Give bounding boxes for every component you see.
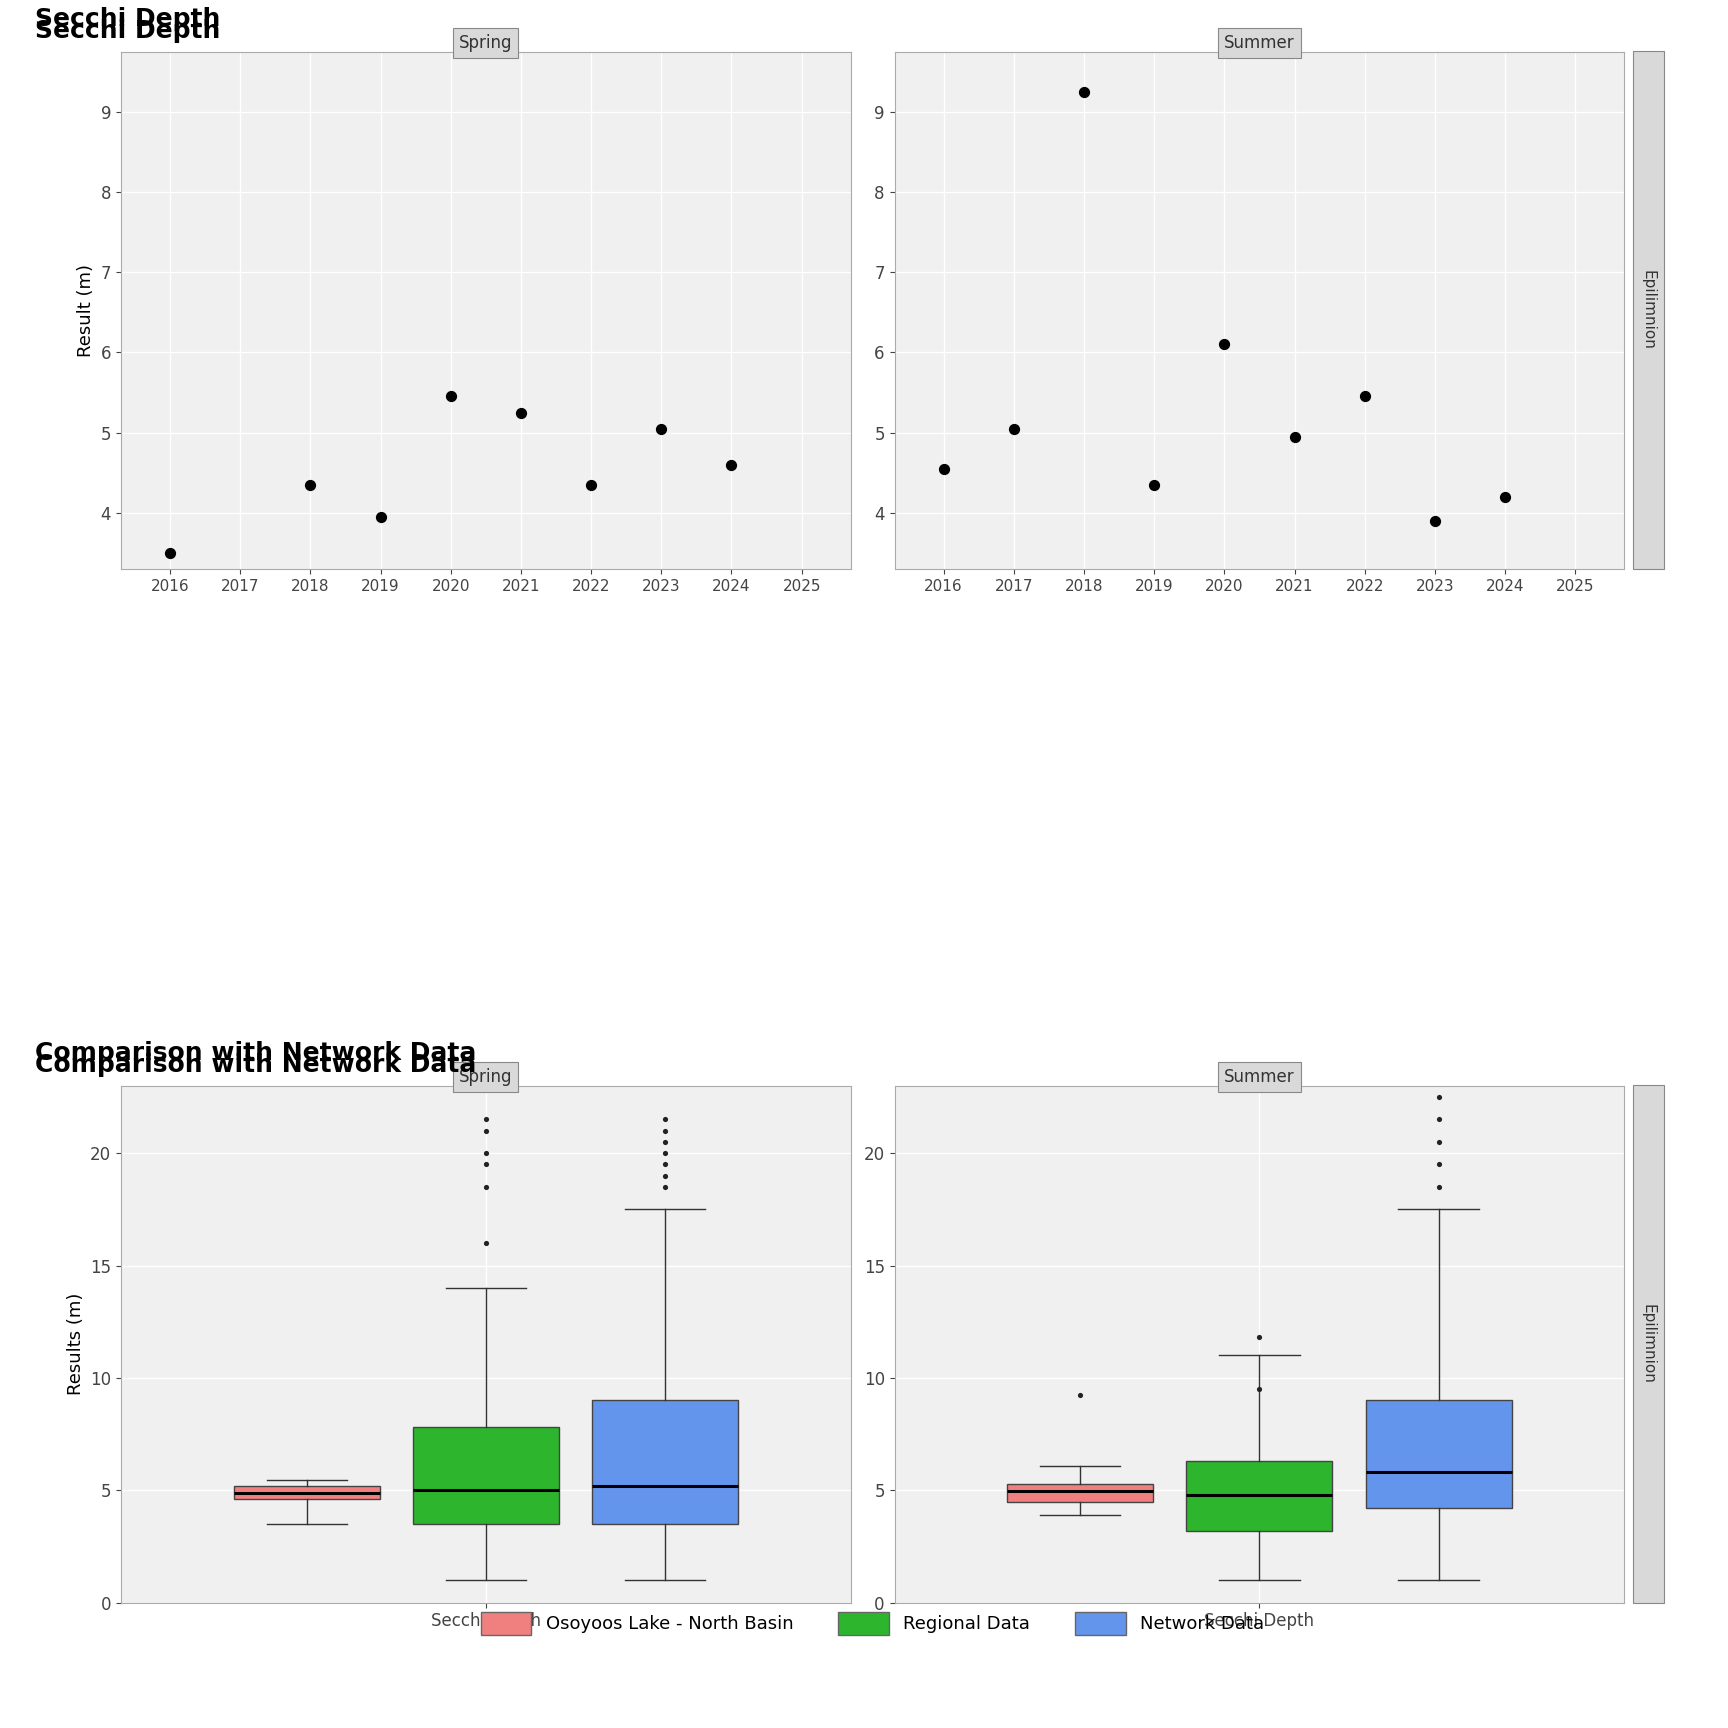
Point <box>651 1116 679 1144</box>
Point <box>1424 1083 1452 1111</box>
Point <box>1140 470 1168 498</box>
Point <box>156 539 183 567</box>
Point <box>366 503 394 530</box>
Point <box>472 1229 499 1256</box>
Text: Comparison with Network Data: Comparison with Network Data <box>35 1052 475 1077</box>
Point <box>1070 78 1097 105</box>
Title: Summer: Summer <box>1223 1068 1294 1085</box>
Point <box>472 1151 499 1178</box>
Point <box>648 415 676 442</box>
Point <box>437 382 465 410</box>
Legend: Osoyoos Lake - North Basin, Regional Data, Network Data: Osoyoos Lake - North Basin, Regional Dat… <box>480 1612 1265 1635</box>
Point <box>1066 1381 1094 1408</box>
Point <box>472 1116 499 1144</box>
Point <box>1420 506 1448 534</box>
Bar <box>413 1427 558 1524</box>
Point <box>506 399 534 427</box>
Point <box>1424 1151 1452 1178</box>
Point <box>1211 330 1239 358</box>
Point <box>651 1161 679 1189</box>
Point <box>577 470 605 498</box>
Point <box>651 1128 679 1156</box>
Point <box>651 1173 679 1201</box>
Bar <box>1633 52 1664 569</box>
Title: Summer: Summer <box>1223 35 1294 52</box>
Title: Spring: Spring <box>460 1068 513 1085</box>
Point <box>651 1139 679 1166</box>
Point <box>1351 382 1379 410</box>
Point <box>651 1151 679 1178</box>
Point <box>1424 1128 1452 1156</box>
Point <box>1246 1375 1274 1403</box>
Text: Epilimnion: Epilimnion <box>1642 270 1655 351</box>
Point <box>472 1173 499 1201</box>
Y-axis label: Result (m): Result (m) <box>78 264 95 356</box>
Bar <box>1007 1484 1153 1502</box>
Point <box>1424 1173 1452 1201</box>
Point <box>1001 415 1028 442</box>
Bar <box>1187 1462 1332 1531</box>
Bar <box>593 1400 738 1524</box>
Point <box>472 1106 499 1134</box>
Text: Comparison with Network Data: Comparison with Network Data <box>35 1040 475 1064</box>
Y-axis label: Results (m): Results (m) <box>67 1293 85 1396</box>
Point <box>930 454 957 482</box>
Point <box>1246 1324 1274 1351</box>
Point <box>717 451 745 479</box>
Bar <box>1633 1085 1664 1604</box>
Bar <box>1365 1400 1512 1509</box>
Bar <box>233 1486 380 1500</box>
Text: Epilimnion: Epilimnion <box>1642 1305 1655 1384</box>
Title: Spring: Spring <box>460 35 513 52</box>
Point <box>651 1106 679 1134</box>
Point <box>1491 482 1519 510</box>
Text: Secchi Depth: Secchi Depth <box>35 7 219 31</box>
Point <box>297 470 325 498</box>
Point <box>1280 423 1308 451</box>
Text: Secchi Depth: Secchi Depth <box>35 19 219 43</box>
Point <box>1424 1106 1452 1134</box>
Point <box>472 1139 499 1166</box>
